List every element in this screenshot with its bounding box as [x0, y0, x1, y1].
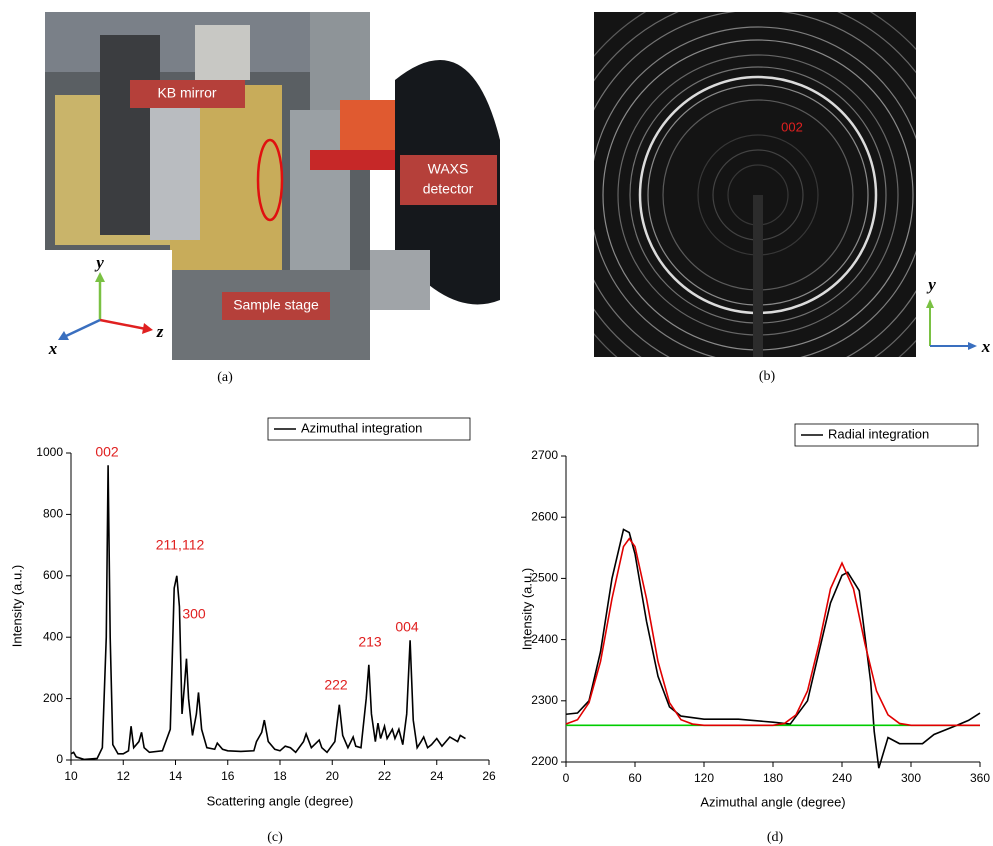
axis-letter: y [94, 253, 104, 272]
x-tick-label: 360 [970, 771, 990, 785]
legend-label: Radial integration [828, 426, 929, 441]
caption: (c) [267, 830, 283, 845]
axis-letter: z [156, 322, 164, 341]
peak-label: 002 [95, 444, 119, 460]
diffraction-image [594, 12, 916, 357]
peak-label: 213 [358, 634, 382, 650]
data-line [70, 465, 466, 761]
x-tick-label: 14 [169, 769, 183, 783]
peak-label: 222 [324, 677, 348, 693]
x-tick-label: 20 [326, 769, 340, 783]
legend-box [794, 423, 979, 447]
y-tick-label: 2400 [531, 632, 558, 646]
caption: (a) [217, 370, 233, 385]
peak-label: 004 [395, 619, 419, 635]
x-tick-label: 10 [64, 769, 78, 783]
caption: (d) [767, 830, 784, 845]
beamstop [753, 195, 763, 357]
peak-label: 300 [182, 606, 206, 622]
y-tick-label: 2300 [531, 693, 558, 707]
y-tick-label: 2700 [531, 448, 558, 462]
photo-label: KB mirror [157, 85, 216, 101]
axis-letter: y [926, 275, 936, 294]
x-tick-label: 180 [763, 771, 783, 785]
y-tick-label: 200 [43, 691, 63, 705]
x-tick-label: 240 [832, 771, 852, 785]
peak-label: 211,112 [156, 537, 205, 553]
y-tick-label: 0 [56, 752, 63, 766]
x-tick-label: 60 [628, 771, 642, 785]
data-line [565, 537, 980, 727]
legend-box [267, 417, 471, 441]
y-tick-label: 2200 [531, 754, 558, 768]
x-tick-label: 0 [563, 771, 570, 785]
x-tick-label: 18 [273, 769, 287, 783]
y-axis-label: Intensity (a.u.) [9, 565, 24, 647]
photo-label: detector [423, 181, 474, 197]
axis-letter: x [981, 337, 991, 356]
photo [45, 12, 500, 360]
x-axis-label: Scattering angle (degree) [207, 793, 354, 808]
ring-label: 002 [781, 119, 803, 134]
y-tick-label: 400 [43, 629, 63, 643]
axis-letter: x [48, 339, 58, 358]
y-tick-label: 800 [43, 507, 63, 521]
y-tick-label: 2500 [531, 571, 558, 585]
photo-label: Sample stage [233, 297, 319, 313]
legend-label: Azimuthal integration [301, 420, 422, 435]
x-tick-label: 22 [378, 769, 392, 783]
x-tick-label: 26 [482, 769, 496, 783]
caption: (b) [759, 369, 776, 384]
x-tick-label: 24 [430, 769, 444, 783]
x-tick-label: 120 [694, 771, 714, 785]
x-tick-label: 12 [117, 769, 131, 783]
axis-icon [926, 299, 977, 350]
photo-label: WAXS [428, 161, 469, 177]
y-tick-label: 1000 [36, 445, 63, 459]
ring [594, 26, 916, 357]
x-tick-label: 16 [221, 769, 235, 783]
y-tick-label: 600 [43, 568, 63, 582]
x-axis-label: Azimuthal angle (degree) [700, 794, 845, 809]
y-tick-label: 2600 [531, 509, 558, 523]
data-line [565, 528, 981, 769]
y-axis-label: Intensity (a.u.) [519, 568, 534, 650]
x-tick-label: 300 [901, 771, 921, 785]
rings [594, 12, 916, 357]
